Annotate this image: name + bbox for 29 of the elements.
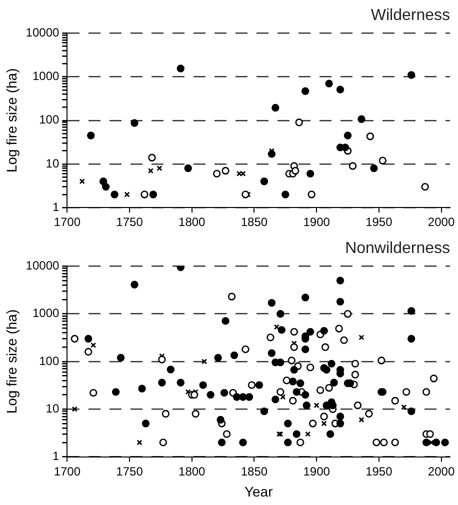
y-tick-label: 1	[52, 200, 60, 214]
x-tick-label: 1700	[54, 215, 81, 230]
y-tick-label: 10000	[26, 26, 60, 40]
x-tick-label: 2000	[428, 464, 455, 478]
y-tick-label: 1000	[32, 69, 60, 84]
chart-title: Wilderness	[370, 7, 450, 24]
x-tick-label: 2000	[428, 215, 455, 230]
y-axis-title: Log fire size (ha)	[3, 309, 20, 414]
y-tick-label: 1000	[32, 306, 60, 320]
chart-title: Nonwilderness	[345, 240, 450, 258]
y-tick-label: 10	[46, 401, 60, 416]
x-tick-label: 1800	[178, 215, 206, 230]
y-tick-label: 100	[39, 112, 60, 127]
x-tick-label: 1900	[303, 215, 330, 230]
x-tick-label: 1950	[366, 464, 393, 478]
x-tick-label: 1950	[366, 215, 393, 230]
x-axis-title: Year	[244, 483, 274, 500]
x-tick-label: 1850	[240, 464, 268, 478]
y-tick-label: 1	[52, 449, 60, 464]
x-tick-label: 1750	[116, 215, 144, 230]
x-tick-label: 1750	[116, 464, 144, 478]
y-tick-label: 10000	[26, 258, 60, 273]
x-tick-label: 1900	[303, 464, 330, 478]
y-axis-title: Log fire size (ha)	[3, 68, 20, 173]
x-tick-label: 1800	[178, 464, 206, 478]
y-tick-label: 100	[39, 354, 60, 368]
x-tick-label: 1700	[54, 464, 81, 478]
x-tick-label: 1850	[240, 215, 268, 230]
y-tick-label: 10	[46, 156, 60, 170]
